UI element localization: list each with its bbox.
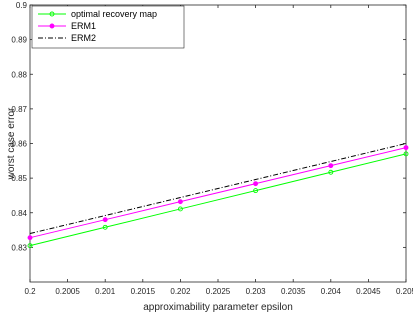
x-tick-label: 0.205	[396, 287, 413, 296]
series-line	[29, 153, 407, 247]
data-point	[27, 243, 33, 249]
y-tick-label: 0.89	[11, 36, 27, 45]
plot-frame	[29, 4, 407, 283]
y-axis-label: worst case error	[6, 107, 17, 180]
y-tick-label: 0.88	[11, 70, 27, 79]
y-tick-label: 0.84	[11, 209, 27, 218]
x-tick-label: 0.2005	[55, 287, 80, 296]
y-tick-label: 0.9	[16, 1, 28, 10]
plot-area	[29, 4, 407, 283]
x-tick-label: 0.2035	[281, 287, 306, 296]
series-erm2	[29, 143, 407, 235]
legend: optimal recovery map ERM1 ERM2	[31, 5, 185, 49]
x-tick-label: 0.2015	[131, 287, 156, 296]
data-point	[328, 163, 334, 169]
x-tick-label: 0.201	[95, 287, 116, 296]
data-point	[253, 188, 259, 194]
data-point	[403, 145, 409, 151]
data-point	[177, 206, 183, 212]
x-tick-label: 0.2	[24, 287, 36, 296]
x-axis: 0.2 0.2005 0.201 0.2015 0.202 0.2025 0.203 0.20…	[24, 5, 413, 296]
legend-label: ERM2	[71, 33, 96, 43]
data-point	[328, 169, 334, 175]
y-tick-label: 0.87	[11, 105, 27, 114]
data-point	[403, 151, 409, 157]
legend-item: ERM2	[38, 33, 96, 43]
legend-label: ERM1	[71, 21, 96, 31]
data-point	[177, 199, 183, 205]
x-tick-label: 0.2025	[206, 287, 231, 296]
series-line	[29, 147, 407, 239]
legend-marker	[49, 11, 55, 17]
legend-item: ERM1	[38, 21, 96, 31]
data-point	[102, 224, 108, 230]
x-tick-label: 0.204	[321, 287, 342, 296]
x-axis-label: approximability parameter epsilon	[143, 302, 293, 313]
legend-box	[31, 5, 185, 49]
y-tick-label: 0.85	[11, 174, 27, 183]
data-point	[102, 217, 108, 223]
data-point	[27, 235, 33, 241]
x-tick-label: 0.203	[246, 287, 267, 296]
y-tick-label: 0.86	[11, 140, 27, 149]
legend-marker	[49, 23, 55, 29]
x-tick-label: 0.2045	[356, 287, 381, 296]
x-tick-label: 0.202	[170, 287, 191, 296]
legend-item: optimal recovery map	[38, 9, 157, 19]
y-tick-label: 0.83	[11, 243, 27, 252]
legend-label: optimal recovery map	[71, 9, 157, 19]
series-line	[29, 143, 407, 235]
data-point	[253, 181, 259, 187]
series-optimal-recovery-map	[27, 151, 409, 249]
series-erm1	[27, 145, 409, 241]
y-axis: 0.83 0.84 0.85 0.86 0.87 0.88 0.89 0.9	[11, 1, 406, 252]
series-layer	[27, 143, 409, 249]
